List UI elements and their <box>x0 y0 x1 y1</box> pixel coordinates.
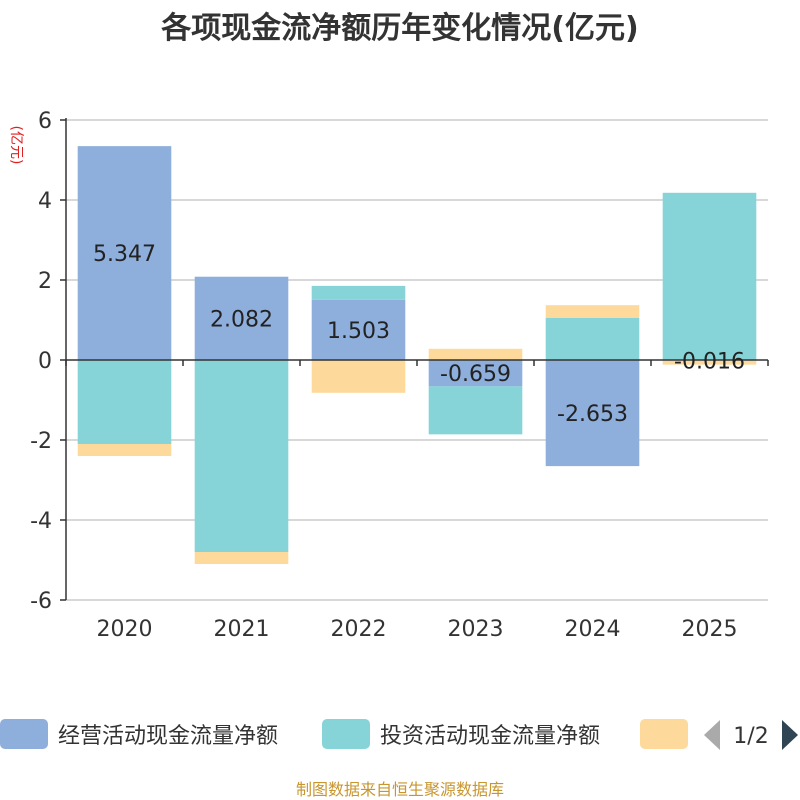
data-label: -0.659 <box>440 362 511 387</box>
bar-segment <box>428 348 523 360</box>
x-tick-label: 2022 <box>331 617 387 642</box>
legend-swatch <box>0 719 48 749</box>
legend-label: 投资活动现金流量净额 <box>380 724 600 749</box>
y-tick-label: 0 <box>38 349 52 374</box>
bar-segment <box>428 386 523 435</box>
x-tick-label: 2021 <box>214 617 270 642</box>
bar-segment <box>194 552 289 564</box>
axes: 6 4 2 0 -2 -4 -6 2020 2021 2022 2023 2024 2025 <box>30 109 769 642</box>
data-label: -2.653 <box>557 402 628 427</box>
data-label: 1.503 <box>327 319 390 344</box>
bar-segment <box>77 444 172 456</box>
x-tick-label: 2024 <box>565 617 621 642</box>
page-prev-icon[interactable] <box>704 720 720 750</box>
data-label: 2.082 <box>210 307 273 332</box>
data-label: 5.347 <box>93 242 156 267</box>
page-next-icon[interactable] <box>782 720 798 750</box>
bars <box>77 146 757 564</box>
bar-segment <box>311 285 406 300</box>
legend: 经营活动现金流量净额 投资活动现金流量净额 1/2 <box>0 719 798 750</box>
bar-segment <box>545 318 640 360</box>
y-tick-label: 4 <box>38 189 52 214</box>
page-indicator: 1/2 <box>733 724 768 749</box>
bar-segment <box>662 192 757 360</box>
legend-swatch <box>640 719 688 749</box>
bar-segment <box>428 360 523 387</box>
bar-segment <box>662 360 757 365</box>
y-axis-unit: (亿元) <box>8 126 24 165</box>
bar-segment <box>194 360 289 552</box>
legend-swatch <box>322 719 370 749</box>
chart-title: 各项现金流净额历年变化情况(亿元) <box>160 11 638 46</box>
x-tick-label: 2020 <box>97 617 153 642</box>
bar-segment <box>77 360 172 444</box>
y-tick-label: -6 <box>30 589 52 614</box>
bar-segment <box>77 146 172 360</box>
data-labels: 5.347 2.082 1.503 -0.659 -2.653 -0.016 <box>93 242 745 427</box>
bar-segment <box>545 305 640 318</box>
y-tick-label: 2 <box>38 269 52 294</box>
x-tick-label: 2023 <box>448 617 504 642</box>
data-label: -0.016 <box>674 349 745 374</box>
bar-segment <box>311 360 406 393</box>
source-note: 制图数据来自恒生聚源数据库 <box>296 780 504 799</box>
bar-segment <box>545 360 640 467</box>
gridlines <box>66 119 768 601</box>
bar-segment <box>311 299 406 360</box>
x-tick-label: 2025 <box>682 617 738 642</box>
legend-label: 经营活动现金流量净额 <box>58 724 278 749</box>
y-tick-label: -4 <box>30 509 52 534</box>
y-tick-label: 6 <box>38 109 52 134</box>
y-tick-label: -2 <box>30 429 52 454</box>
bar-segment <box>194 276 289 360</box>
